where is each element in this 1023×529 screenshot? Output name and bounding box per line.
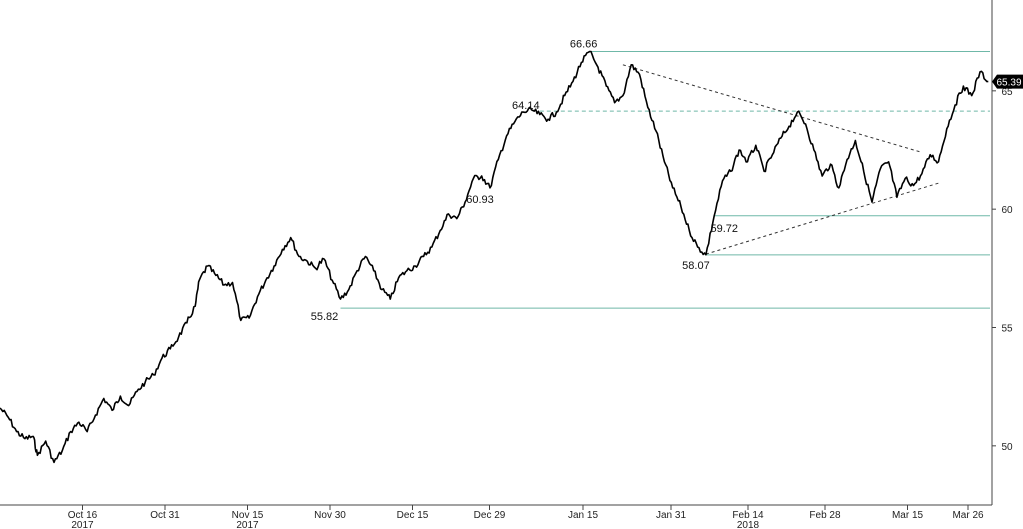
x-tick-label-3: Nov 30 bbox=[314, 510, 346, 521]
x-tick-label-6: Jan 15 bbox=[568, 510, 598, 521]
annotation-label-4: 58.07 bbox=[682, 260, 710, 272]
trendlines bbox=[622, 64, 939, 255]
x-tick-label-4: Dec 15 bbox=[397, 510, 429, 521]
annotation-label-0: 66.66 bbox=[570, 39, 598, 51]
x-year-label-8: 2018 bbox=[737, 520, 760, 529]
y-tick-label-3: 65 bbox=[1001, 87, 1013, 98]
x-year-label-2: 2017 bbox=[236, 520, 259, 529]
annotation-label-1: 64.14 bbox=[512, 100, 540, 112]
x-year-label-0: 2017 bbox=[71, 520, 94, 529]
y-tick-label-1: 55 bbox=[1001, 324, 1013, 335]
x-tick-label-5: Dec 29 bbox=[474, 510, 506, 521]
x-tick-label-11: Mar 26 bbox=[952, 510, 984, 521]
x-tick-label-9: Feb 28 bbox=[809, 510, 841, 521]
y-tick-label-2: 60 bbox=[1001, 205, 1013, 216]
x-tick-label-1: Oct 31 bbox=[150, 510, 180, 521]
last-value-label: 65.39 bbox=[996, 78, 1021, 89]
price-line bbox=[0, 50, 989, 464]
trendline-1 bbox=[705, 182, 939, 255]
annotation-label-2: 60.93 bbox=[466, 194, 494, 206]
annotations: 66.66 64.14 60.93 59.72 58.07 55.82 bbox=[311, 39, 738, 324]
y-tick-label-0: 50 bbox=[1001, 442, 1013, 453]
x-tick-label-10: Mar 15 bbox=[892, 510, 924, 521]
trendline-0 bbox=[622, 64, 922, 153]
x-tick-label-8: Feb 14 bbox=[732, 510, 764, 521]
horizontal-levels bbox=[340, 51, 990, 309]
annotation-label-3: 59.72 bbox=[710, 223, 738, 235]
x-tick-label-2: Nov 15 bbox=[232, 510, 264, 521]
x-tick-label-0: Oct 16 bbox=[68, 510, 98, 521]
last-value-tag bbox=[992, 74, 1023, 89]
annotation-label-5: 55.82 bbox=[311, 311, 339, 323]
price-series-group bbox=[0, 50, 989, 464]
x-tick-label-7: Jan 31 bbox=[656, 510, 686, 521]
